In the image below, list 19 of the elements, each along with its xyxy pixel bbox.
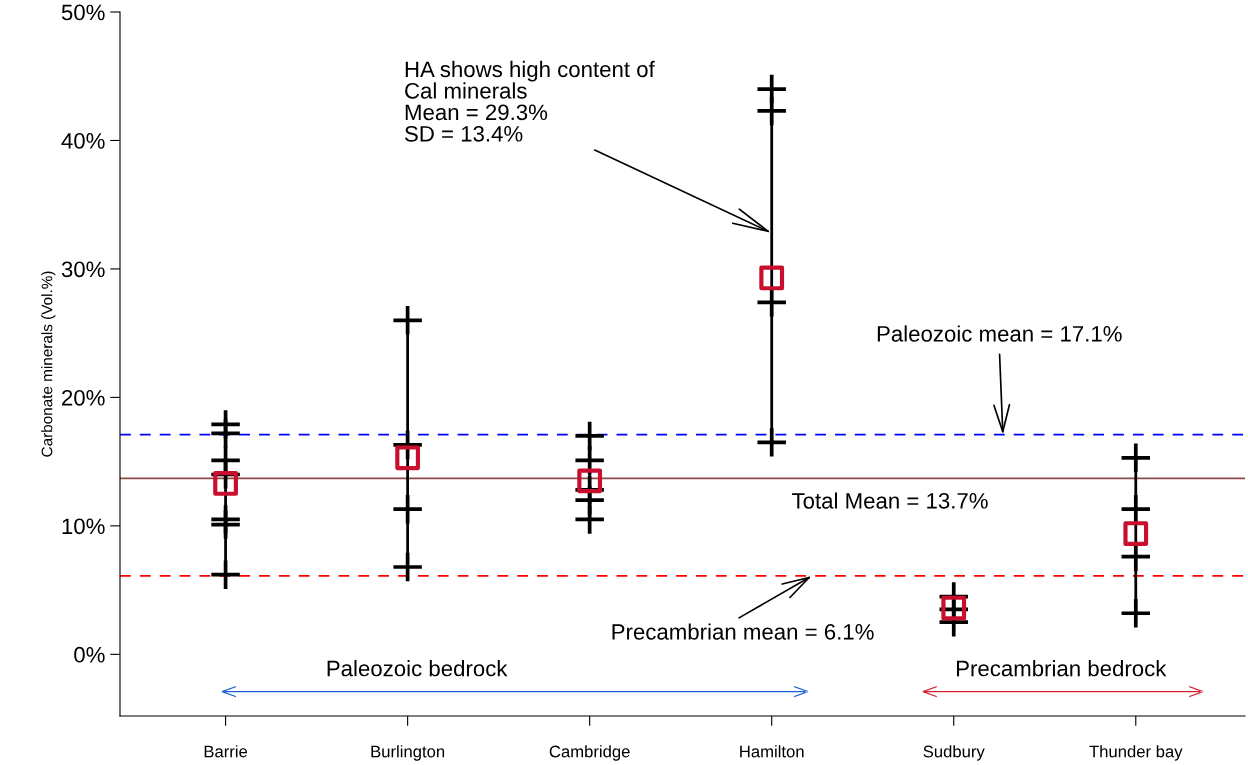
y-tick-label: 40% [61, 133, 105, 149]
ref-line-label: Precambrian mean = 6.1% [612, 623, 874, 640]
y-tick-label: 50% [61, 4, 105, 21]
x-tick-label: Barrie [204, 745, 248, 758]
y-axis-title: Carbonate minerals (Vol.%) [41, 271, 56, 457]
y-tick-label: 20% [62, 389, 105, 406]
y-tick-label: 30% [61, 261, 105, 278]
x-tick-label: Cambridge [549, 745, 630, 761]
y-tick-label: 0% [74, 646, 105, 663]
annotation: Paleozoic bedrock [327, 660, 508, 677]
x-tick-label: Sudbury [923, 745, 985, 761]
annotation: Precambrian bedrock [956, 660, 1167, 677]
ref-line-label: Paleozoic mean = 17.1% [877, 325, 1122, 342]
x-tick-label: Burlington [371, 745, 445, 761]
y-tick-label: 10% [62, 518, 105, 535]
x-tick-label: Thunder bay [1089, 745, 1183, 761]
x-tick-label: Hamilton [740, 745, 804, 758]
ref-line-label: Total Mean = 13.7% [792, 492, 988, 509]
annotation: HA shows high content of Cal minerals Mean = 29.3% SD = 13.4% [404, 60, 655, 142]
